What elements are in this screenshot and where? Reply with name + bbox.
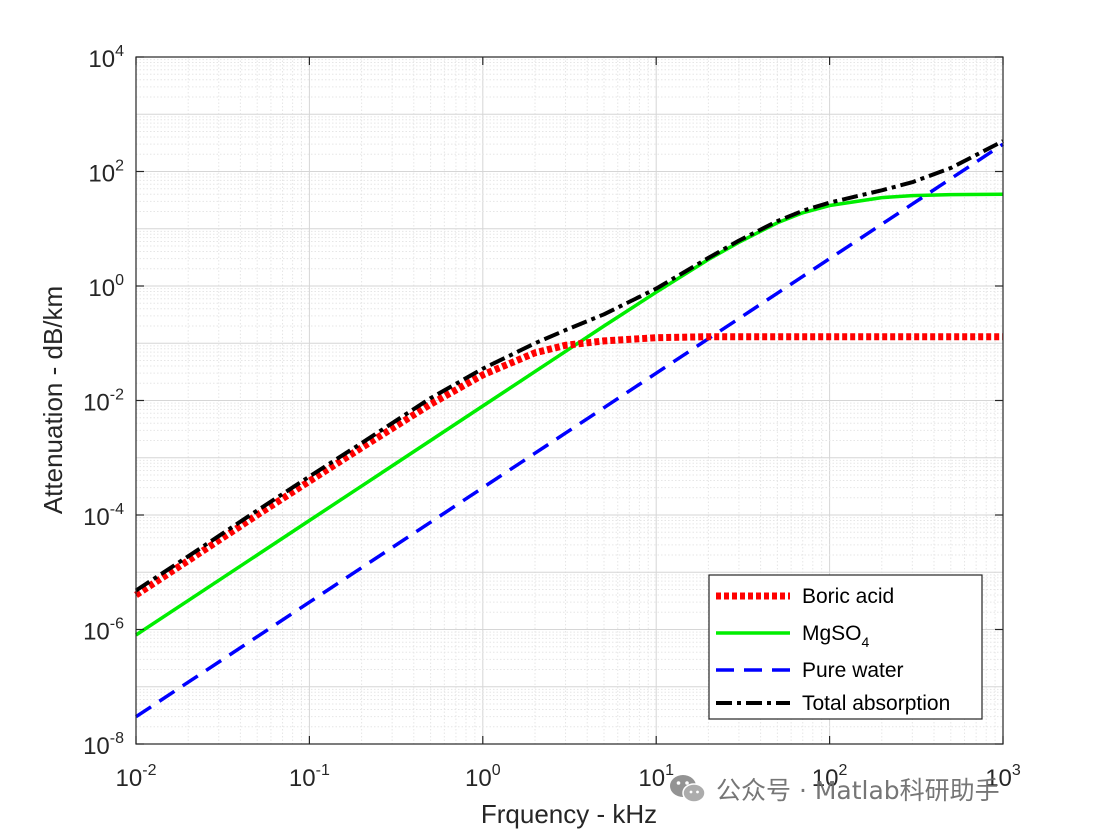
legend: Boric acid MgSO4 Pure water Total absorptio… [708,574,983,720]
x-tick-label: 101 [638,762,674,792]
series-boric-acid-line [134,333,1003,598]
x-tick-label: 10-2 [116,762,157,792]
y-tick-label: 10-4 [83,501,124,531]
y-tick-label: 10-2 [83,387,124,417]
legend-total-absorption-label: Total absorption [802,692,950,715]
y-tick-label: 102 [88,158,124,188]
series-total-absorption-line [134,139,1004,593]
x-tick-label: 10-1 [289,762,330,792]
y-tick-label: 10-8 [83,730,124,760]
series-group [134,139,1004,719]
y-axis-label: Attenuation - dB/km [38,286,68,514]
y-tick-label: 104 [88,43,124,73]
grid [136,57,1003,744]
legend-boric-acid-label: Boric acid [802,585,894,608]
x-tick-label: 103 [985,762,1021,792]
series-pure-water-line [135,142,1004,719]
ticks [135,56,1004,745]
x-axis-label: Frquency - kHz [481,799,657,829]
legend-mgso4-label: MgSO4 [802,622,870,650]
watermark-text: 公众号 · Matlab科研助手 [716,776,1000,805]
y-tick-labels: 10-8 10-6 10-4 10-2 100 102 104 [83,43,124,760]
y-tick-label: 10-6 [83,616,124,646]
legend-box [708,574,983,720]
wechat-icon [670,775,706,803]
x-tick-label: 100 [465,762,501,792]
series-mgso4-line [135,192,1004,637]
legend-pure-water-label: Pure water [802,659,904,682]
watermark: 公众号 · Matlab科研助手 [668,768,1000,810]
x-tick-labels: 10-2 10-1 100 101 102 103 [116,762,1021,792]
x-tick-label: 102 [812,762,848,792]
y-tick-label: 100 [88,272,124,302]
